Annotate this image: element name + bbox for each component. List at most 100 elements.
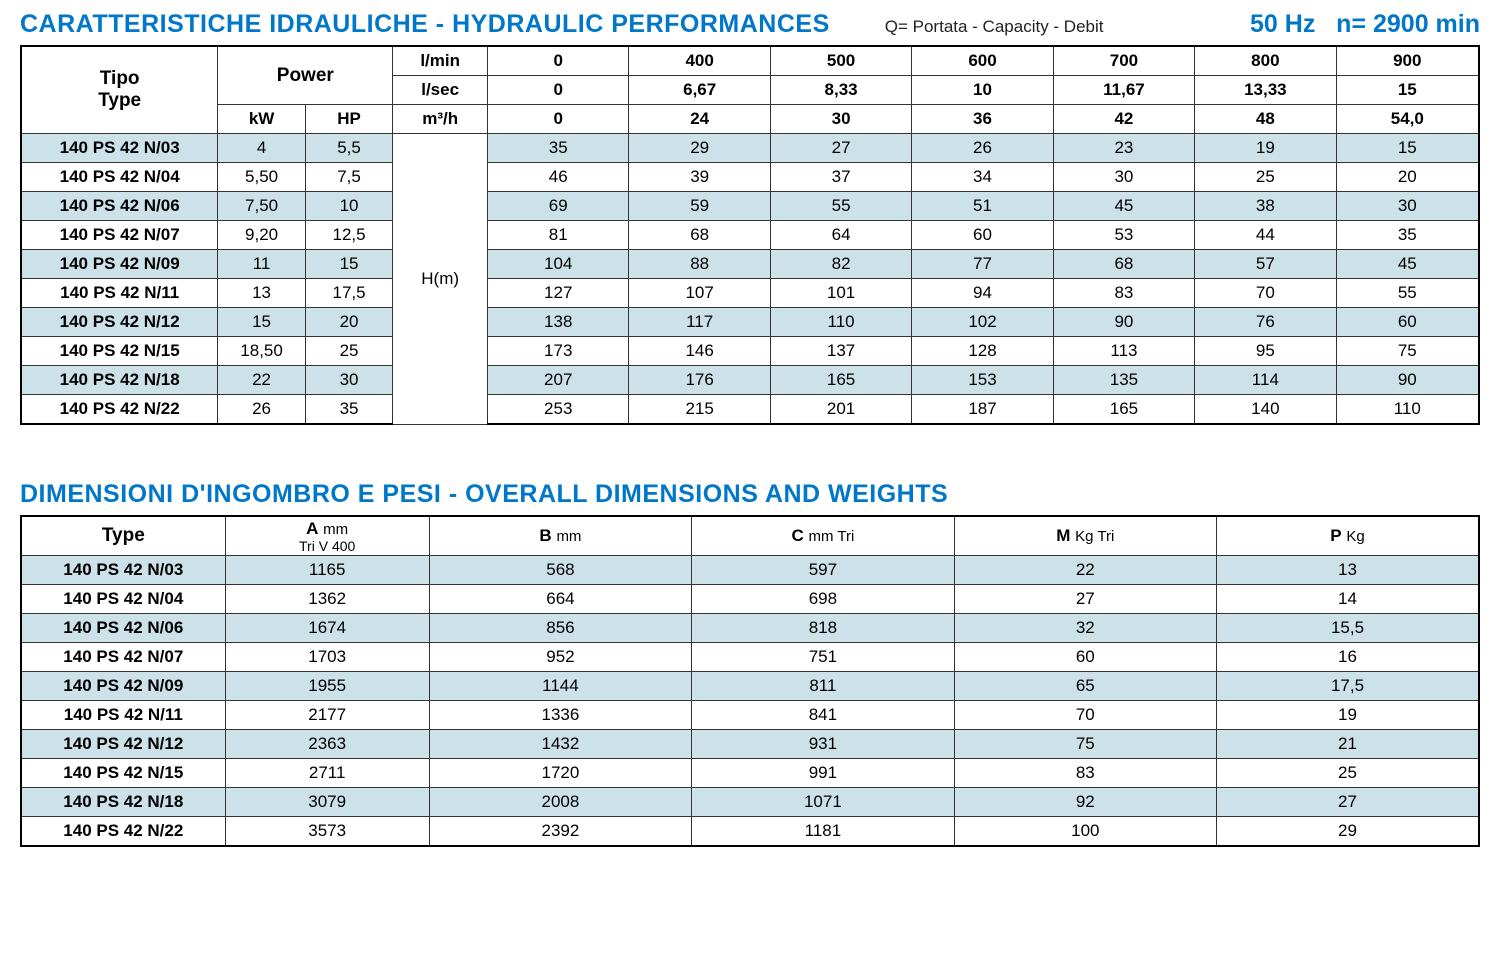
flow-lmin-cell: 500	[770, 46, 911, 76]
h-cell: 55	[1336, 279, 1479, 308]
dim-type-cell: 140 PS 42 N/03	[21, 556, 225, 585]
h-cell: 107	[629, 279, 770, 308]
h-cell: 140	[1195, 395, 1336, 425]
type-cell: 140 PS 42 N/18	[21, 366, 218, 395]
h-cell: 153	[912, 366, 1053, 395]
dim-type-cell: 140 PS 42 N/15	[21, 759, 225, 788]
dim-c-cell: 597	[692, 556, 954, 585]
hp-cell: 30	[305, 366, 392, 395]
h-cell: 187	[912, 395, 1053, 425]
h-cell: 81	[488, 221, 629, 250]
dim-c-cell: 751	[692, 643, 954, 672]
flow-m3h-cell: 42	[1053, 105, 1194, 134]
h-cell: 44	[1195, 221, 1336, 250]
kw-cell: 13	[218, 279, 305, 308]
dim-type-cell: 140 PS 42 N/06	[21, 614, 225, 643]
h-cell: 88	[629, 250, 770, 279]
dim-b-cell: 664	[429, 585, 691, 614]
dim-m-cell: 32	[954, 614, 1216, 643]
header-tipo: TipoType	[21, 46, 218, 134]
dim-m-cell: 60	[954, 643, 1216, 672]
h-cell: 83	[1053, 279, 1194, 308]
flow-m3h-cell: 36	[912, 105, 1053, 134]
flow-lmin-cell: 800	[1195, 46, 1336, 76]
flow-lsec-cell: 8,33	[770, 76, 911, 105]
h-cell: 253	[488, 395, 629, 425]
h-cell: 207	[488, 366, 629, 395]
frequency: 50 Hz n= 2900 min	[1250, 10, 1480, 39]
h-cell: 95	[1195, 337, 1336, 366]
dim-p-cell: 21	[1217, 730, 1479, 759]
h-cell: 137	[770, 337, 911, 366]
dim-header-p: P Kg	[1217, 516, 1479, 556]
flow-lsec-cell: 10	[912, 76, 1053, 105]
h-cell: 104	[488, 250, 629, 279]
flow-m3h-cell: 54,0	[1336, 105, 1479, 134]
dim-m-cell: 83	[954, 759, 1216, 788]
dim-header-type: Type	[21, 516, 225, 556]
h-cell: 110	[770, 308, 911, 337]
flow-m3h-cell: 48	[1195, 105, 1336, 134]
h-cell: 201	[770, 395, 911, 425]
dim-b-cell: 856	[429, 614, 691, 643]
kw-cell: 4	[218, 134, 305, 163]
flow-lsec-cell: 13,33	[1195, 76, 1336, 105]
hp-cell: 35	[305, 395, 392, 425]
h-cell: 138	[488, 308, 629, 337]
dim-p-cell: 19	[1217, 701, 1479, 730]
flow-m3h-cell: 0	[488, 105, 629, 134]
dim-m-cell: 100	[954, 817, 1216, 847]
dim-header-a: A mmTri V 400	[225, 516, 429, 556]
dim-p-cell: 15,5	[1217, 614, 1479, 643]
hp-cell: 5,5	[305, 134, 392, 163]
h-cell: 45	[1336, 250, 1479, 279]
h-cell: 69	[488, 192, 629, 221]
header-power: Power	[218, 46, 393, 105]
flow-lmin-cell: 400	[629, 46, 770, 76]
h-cell: 90	[1053, 308, 1194, 337]
h-cell: 82	[770, 250, 911, 279]
freq-value: 50 Hz	[1250, 10, 1315, 38]
h-cell: 51	[912, 192, 1053, 221]
h-cell: 110	[1336, 395, 1479, 425]
dim-m-cell: 27	[954, 585, 1216, 614]
type-cell: 140 PS 42 N/15	[21, 337, 218, 366]
h-cell: 135	[1053, 366, 1194, 395]
header-lmin: l/min	[393, 46, 488, 76]
h-cell: 90	[1336, 366, 1479, 395]
dim-header-c: C mm Tri	[692, 516, 954, 556]
dim-a-cell: 3573	[225, 817, 429, 847]
hm-label: H(m)	[393, 134, 488, 425]
h-cell: 60	[912, 221, 1053, 250]
type-cell: 140 PS 42 N/03	[21, 134, 218, 163]
hp-cell: 7,5	[305, 163, 392, 192]
hp-cell: 25	[305, 337, 392, 366]
dim-c-cell: 991	[692, 759, 954, 788]
type-cell: 140 PS 42 N/09	[21, 250, 218, 279]
h-cell: 15	[1336, 134, 1479, 163]
h-cell: 23	[1053, 134, 1194, 163]
flow-m3h-cell: 30	[770, 105, 911, 134]
dim-b-cell: 1720	[429, 759, 691, 788]
dim-c-cell: 818	[692, 614, 954, 643]
kw-cell: 15	[218, 308, 305, 337]
dim-p-cell: 17,5	[1217, 672, 1479, 701]
header-m3h: m³/h	[393, 105, 488, 134]
dim-a-cell: 3079	[225, 788, 429, 817]
hydraulic-title-row: CARATTERISTICHE IDRAULICHE - HYDRAULIC P…	[20, 10, 1480, 39]
dim-a-cell: 2177	[225, 701, 429, 730]
dimensions-title: DIMENSIONI D'INGOMBRO E PESI - OVERALL D…	[20, 480, 1480, 509]
dim-type-cell: 140 PS 42 N/09	[21, 672, 225, 701]
flow-lsec-cell: 15	[1336, 76, 1479, 105]
h-cell: 20	[1336, 163, 1479, 192]
h-cell: 25	[1195, 163, 1336, 192]
dim-p-cell: 27	[1217, 788, 1479, 817]
kw-cell: 9,20	[218, 221, 305, 250]
hp-cell: 20	[305, 308, 392, 337]
hp-cell: 10	[305, 192, 392, 221]
dim-m-cell: 65	[954, 672, 1216, 701]
dim-p-cell: 14	[1217, 585, 1479, 614]
h-cell: 57	[1195, 250, 1336, 279]
h-cell: 59	[629, 192, 770, 221]
dim-a-cell: 2711	[225, 759, 429, 788]
